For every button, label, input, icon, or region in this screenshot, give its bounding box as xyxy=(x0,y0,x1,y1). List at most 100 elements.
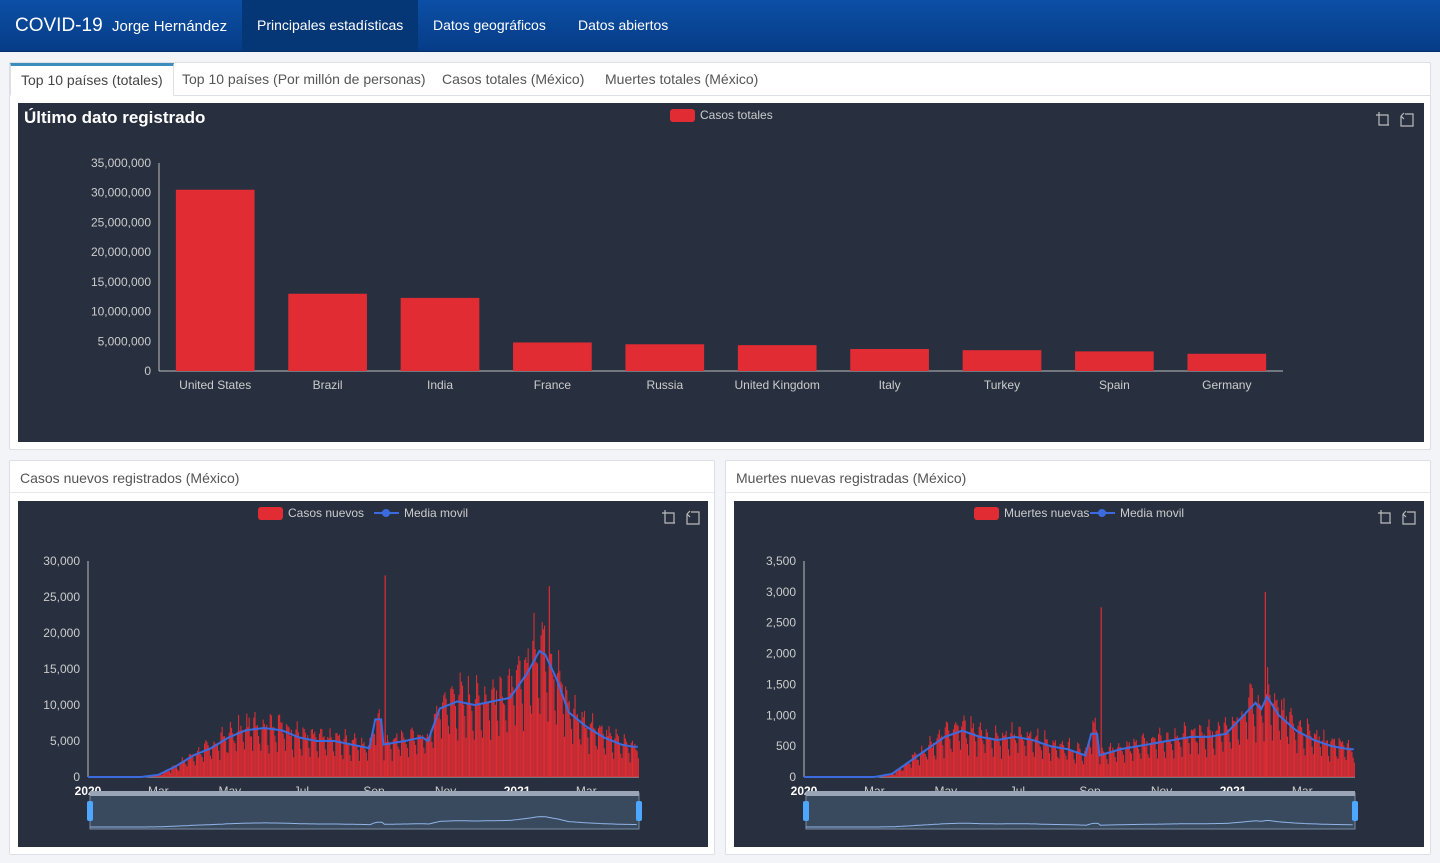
daily-bar[interactable] xyxy=(1227,729,1229,777)
daily-bar[interactable] xyxy=(561,684,563,777)
daily-bar[interactable] xyxy=(1209,730,1211,777)
daily-bar[interactable] xyxy=(999,745,1001,777)
bar-united-states[interactable] xyxy=(175,189,255,371)
bar-turkey[interactable] xyxy=(962,350,1042,371)
daily-bar[interactable] xyxy=(1241,711,1243,777)
daily-bar[interactable] xyxy=(358,760,360,777)
daily-bar[interactable] xyxy=(1345,760,1347,777)
daily-bar[interactable] xyxy=(447,725,449,777)
zoom-icon[interactable] xyxy=(662,510,675,524)
daily-bar[interactable] xyxy=(350,760,352,777)
daily-bar[interactable] xyxy=(569,718,571,777)
daily-bar[interactable] xyxy=(411,727,413,777)
daily-bar[interactable] xyxy=(159,774,161,777)
daily-bar[interactable] xyxy=(1349,747,1351,777)
daily-bar[interactable] xyxy=(1083,764,1085,777)
daily-bar[interactable] xyxy=(545,671,547,777)
daily-bar[interactable] xyxy=(219,759,221,777)
daily-bar[interactable] xyxy=(1243,715,1245,777)
daily-bar[interactable] xyxy=(363,742,365,777)
daily-bar[interactable] xyxy=(575,715,577,777)
zoom-handle-left[interactable] xyxy=(803,801,809,821)
daily-bar[interactable] xyxy=(471,710,473,777)
daily-bar[interactable] xyxy=(199,753,201,777)
daily-bar[interactable] xyxy=(1078,743,1080,777)
daily-bar[interactable] xyxy=(385,742,387,777)
daily-bar[interactable] xyxy=(499,676,501,777)
daily-bar[interactable] xyxy=(944,727,946,777)
daily-bar[interactable] xyxy=(1194,728,1196,777)
daily-bar[interactable] xyxy=(1070,749,1072,777)
daily-bar[interactable] xyxy=(231,727,233,777)
daily-bar[interactable] xyxy=(1009,755,1011,777)
daily-bar[interactable] xyxy=(486,702,488,777)
daily-bar[interactable] xyxy=(1204,749,1206,777)
daily-bar[interactable] xyxy=(923,750,925,777)
daily-bar[interactable] xyxy=(337,736,339,777)
daily-bar[interactable] xyxy=(525,657,527,777)
daily-bar[interactable] xyxy=(1139,753,1141,777)
daily-bar[interactable] xyxy=(910,767,912,777)
daily-bar[interactable] xyxy=(1012,735,1014,777)
daily-bar[interactable] xyxy=(1305,735,1307,777)
daily-bar[interactable] xyxy=(554,710,556,777)
daily-bar[interactable] xyxy=(1321,756,1323,777)
daily-bar[interactable] xyxy=(583,710,585,777)
daily-bar[interactable] xyxy=(1216,730,1218,777)
daily-bar[interactable] xyxy=(1200,725,1202,777)
daily-bar[interactable] xyxy=(1107,764,1109,777)
daily-bar[interactable] xyxy=(253,717,255,777)
daily-bar[interactable] xyxy=(341,754,343,777)
daily-bar[interactable] xyxy=(1331,738,1333,777)
daily-bar[interactable] xyxy=(601,725,603,777)
daily-bar[interactable] xyxy=(453,693,455,777)
daily-bar[interactable] xyxy=(630,742,632,777)
daily-bar[interactable] xyxy=(1313,733,1316,777)
daily-bar[interactable] xyxy=(977,735,979,777)
daily-bar[interactable] xyxy=(979,722,981,777)
daily-bar[interactable] xyxy=(599,725,601,777)
daily-bar[interactable] xyxy=(983,744,985,777)
legend-swatch-bars[interactable] xyxy=(974,507,999,520)
daily-bar[interactable] xyxy=(1010,733,1012,777)
daily-bar[interactable] xyxy=(356,745,358,777)
daily-bar[interactable] xyxy=(446,714,448,777)
daily-bar[interactable] xyxy=(1338,737,1340,777)
daily-bar[interactable] xyxy=(522,731,524,777)
daily-bar[interactable] xyxy=(1258,703,1260,777)
daily-bar[interactable] xyxy=(349,755,351,777)
daily-bar[interactable] xyxy=(1153,737,1155,777)
daily-bar[interactable] xyxy=(546,692,548,777)
daily-bar[interactable] xyxy=(574,694,576,777)
daily-bar[interactable] xyxy=(424,753,426,777)
daily-bar[interactable] xyxy=(1119,747,1121,777)
daily-bar[interactable] xyxy=(1303,748,1305,777)
daily-bar[interactable] xyxy=(505,720,507,777)
zoom-icon[interactable] xyxy=(1378,510,1391,524)
daily-bar[interactable] xyxy=(316,751,318,777)
nav-datos-geograficos[interactable]: Datos geográficos xyxy=(433,17,546,33)
daily-bar[interactable] xyxy=(1061,740,1063,777)
daily-bar[interactable] xyxy=(1000,758,1003,777)
daily-bar[interactable] xyxy=(1127,745,1129,777)
daily-bar[interactable] xyxy=(342,759,344,777)
daily-bar[interactable] xyxy=(1247,739,1249,777)
daily-bar[interactable] xyxy=(1347,739,1350,777)
daily-bar[interactable] xyxy=(1145,746,1147,777)
daily-bar[interactable] xyxy=(158,774,160,777)
daily-bar[interactable] xyxy=(1168,739,1170,777)
daily-bar[interactable] xyxy=(1292,723,1294,777)
daily-bar[interactable] xyxy=(1196,742,1198,777)
daily-bar[interactable] xyxy=(1344,756,1346,777)
daily-bar[interactable] xyxy=(1185,725,1187,777)
daily-bar[interactable] xyxy=(472,730,474,777)
moving-average-line[interactable] xyxy=(88,649,638,778)
daily-bar[interactable] xyxy=(1308,724,1310,777)
daily-bar[interactable] xyxy=(274,735,276,777)
daily-bar[interactable] xyxy=(1007,749,1010,777)
daily-bar[interactable] xyxy=(555,724,557,777)
daily-bar[interactable] xyxy=(623,734,625,777)
daily-bar[interactable] xyxy=(413,740,415,777)
daily-bar[interactable] xyxy=(368,745,370,777)
daily-bar[interactable] xyxy=(997,735,999,777)
